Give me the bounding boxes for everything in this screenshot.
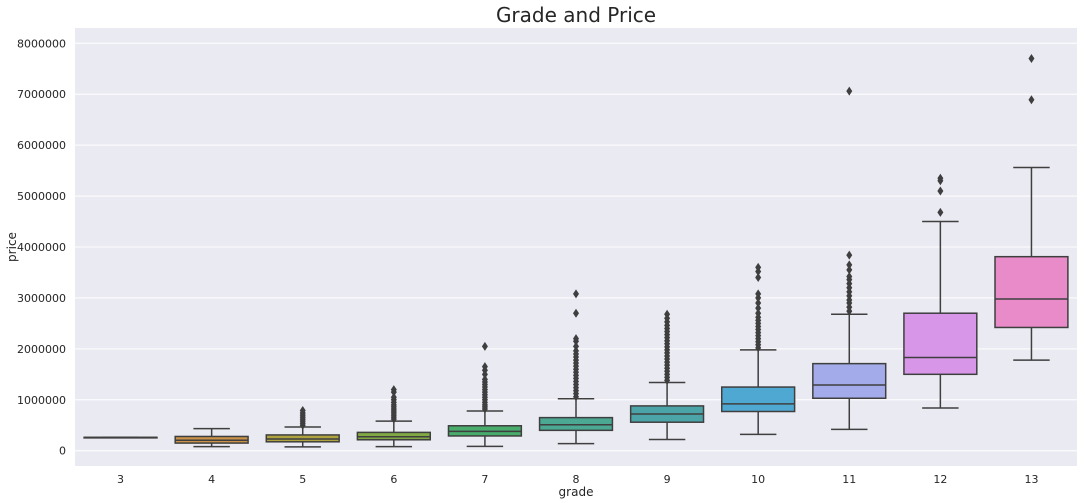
outlier-point (937, 173, 944, 183)
x-axis-label: grade (559, 485, 594, 499)
outlier-point (846, 260, 853, 270)
box (994, 255, 1069, 329)
outlier-point (846, 265, 853, 275)
outlier-point (1028, 95, 1035, 105)
outlier-point (755, 273, 762, 283)
outlier-point (937, 186, 944, 196)
box (903, 312, 978, 376)
x-tick-label: 9 (664, 473, 671, 486)
y-axis-label: price (5, 232, 19, 262)
outlier-point (937, 207, 944, 217)
outlier-point (299, 405, 306, 415)
box-group-grade-5 (265, 405, 340, 448)
box (812, 362, 887, 400)
y-tick-label: 4000000 (17, 241, 66, 254)
y-tick-label: 5000000 (17, 190, 66, 203)
box-group-grade-11 (812, 86, 887, 431)
y-tick-label: 1000000 (17, 394, 66, 407)
outlier-point (664, 309, 671, 319)
y-tick-label: 8000000 (17, 37, 66, 50)
outlier-point (573, 346, 579, 356)
outlier-point (573, 289, 579, 299)
x-tick-labels: 3 4 5 6 7 8 9 10 11 12 13 (117, 473, 1038, 486)
box-group-grade-8 (538, 289, 614, 445)
y-tick-labels: 0 1000000 2000000 3000000 4000000 5000000 6000… (17, 37, 66, 457)
outlier-point (573, 308, 579, 318)
outlier-point (573, 334, 579, 344)
x-tick-label: 12 (933, 473, 947, 486)
y-tick-label: 0 (59, 445, 66, 458)
box-series (83, 54, 1069, 448)
outlier-point (846, 250, 853, 260)
box (720, 386, 796, 413)
x-tick-label: 7 (481, 473, 488, 486)
outlier-point (846, 272, 853, 282)
x-tick-label: 13 (1024, 473, 1038, 486)
outlier-point (755, 298, 762, 308)
x-tick-label: 11 (842, 473, 856, 486)
outlier-point (755, 262, 762, 272)
outlier-point (481, 362, 488, 372)
y-tick-label: 3000000 (17, 292, 66, 305)
box-group-grade-13 (994, 54, 1069, 361)
outlier-point (481, 374, 488, 384)
y-tick-label: 7000000 (17, 88, 66, 101)
box-group-grade-12 (903, 173, 978, 409)
outlier-point (755, 289, 762, 299)
outlier-point (390, 392, 397, 402)
x-tick-label: 6 (390, 473, 397, 486)
box-group-grade-3 (83, 436, 158, 439)
x-tick-label: 3 (117, 473, 124, 486)
outlier-point (573, 341, 579, 351)
outlier-point (390, 385, 397, 395)
x-tick-label: 8 (573, 473, 580, 486)
box-group-grade-6 (356, 385, 432, 448)
box-group-grade-9 (629, 309, 705, 441)
x-tick-label: 10 (751, 473, 765, 486)
box-group-grade-7 (447, 341, 523, 448)
x-tick-label: 4 (208, 473, 215, 486)
chart-title: Grade and Price (496, 3, 656, 27)
outlier-point (846, 86, 853, 96)
box-group-grade-4 (174, 427, 249, 448)
x-tick-label: 5 (299, 473, 306, 486)
box-group-grade-10 (720, 262, 796, 436)
y-tick-label: 6000000 (17, 139, 66, 152)
outlier-point (1028, 54, 1035, 64)
box (538, 416, 614, 432)
y-tick-label: 2000000 (17, 343, 66, 356)
outlier-point (481, 341, 488, 351)
outlier-point (755, 308, 762, 318)
outlier-point (755, 303, 762, 313)
